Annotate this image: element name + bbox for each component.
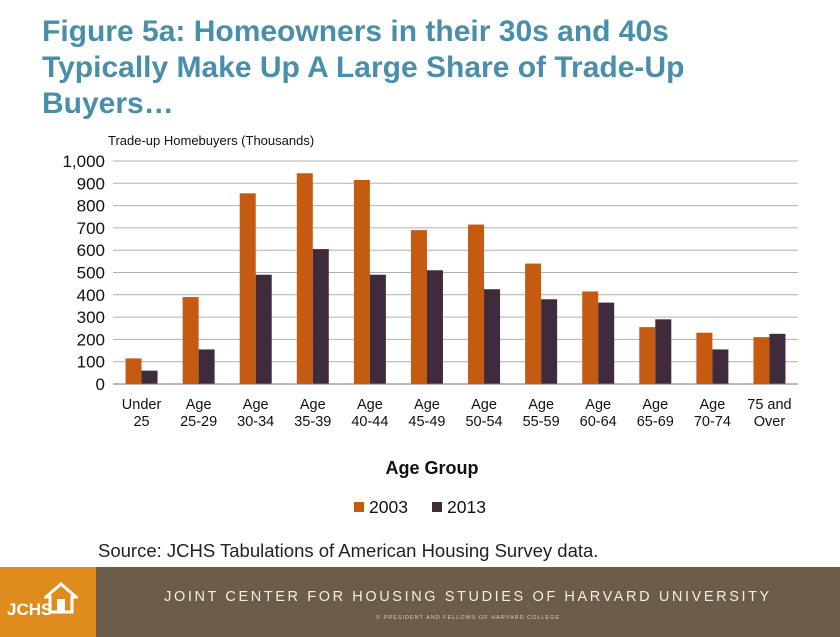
bar-2003-5 — [410, 230, 427, 384]
x-tick-label: 45-49 — [408, 414, 445, 430]
x-tick-label: 65-69 — [637, 414, 674, 430]
y-tick-label: 600 — [77, 241, 105, 260]
x-tick-label: 40-44 — [351, 414, 388, 430]
x-tick-label: Age — [528, 397, 554, 413]
bar-2013-11 — [769, 333, 786, 384]
bar-2003-2 — [239, 193, 256, 384]
x-tick-label: Age — [585, 397, 611, 413]
jchs-logo: JCHS — [0, 567, 96, 637]
bar-2013-10 — [712, 349, 729, 384]
y-tick-label: 500 — [77, 264, 105, 283]
y-tick-label: 700 — [77, 219, 105, 238]
x-tick-label: Age — [243, 397, 269, 413]
organization-name: JOINT CENTER FOR HOUSING STUDIES OF HARV… — [164, 589, 772, 605]
bar-2013-1 — [198, 349, 215, 384]
y-tick-label: 200 — [77, 330, 105, 349]
y-tick-label: 100 — [77, 353, 105, 372]
bar-2003-1 — [182, 297, 199, 384]
bar-2003-11 — [753, 337, 770, 384]
x-tick-labels: Under25Age25-29Age30-34Age35-39Age40-44A… — [122, 397, 792, 430]
y-tick-label: 400 — [77, 286, 105, 305]
x-tick-label: 75 and — [747, 397, 791, 413]
y-tick-label: 0 — [96, 375, 105, 394]
footer-band: JOINT CENTER FOR HOUSING STUDIES OF HARV… — [96, 567, 840, 637]
legend-swatch-2003 — [354, 502, 364, 512]
bar-2013-9 — [655, 319, 672, 384]
x-tick-label: Age — [186, 397, 212, 413]
x-tick-label: Age — [471, 397, 497, 413]
bar-2013-3 — [312, 249, 329, 384]
bar-2013-7 — [541, 299, 558, 384]
bar-2013-6 — [484, 289, 501, 384]
x-tick-label: 25-29 — [180, 414, 217, 430]
legend-swatch-2013 — [432, 502, 442, 512]
bar-2003-0 — [125, 358, 142, 384]
logo-text: JCHS — [7, 600, 53, 619]
bar-2003-6 — [468, 224, 485, 384]
x-tick-label: 55-59 — [523, 414, 560, 430]
y-tick-label: 800 — [77, 197, 105, 216]
bar-chart: Trade-up Homebuyers (Thousands) 01002003… — [62, 133, 798, 517]
x-tick-label: Age — [357, 397, 383, 413]
chart-title: Figure 5a: Homeowners in their 30s and 4… — [42, 15, 685, 120]
y-tick-label: 1,000 — [62, 152, 105, 171]
bar-2013-2 — [255, 274, 272, 384]
x-tick-label: Age — [414, 397, 440, 413]
x-tick-label: Over — [754, 414, 786, 430]
bar-2013-5 — [426, 270, 443, 384]
x-tick-label: 25 — [133, 414, 149, 430]
house-icon — [44, 582, 78, 614]
x-tick-label: 50-54 — [465, 414, 502, 430]
x-tick-label: 30-34 — [237, 414, 274, 430]
legend-label-2013: 2013 — [447, 497, 486, 517]
legend: 2003 2013 — [354, 497, 486, 517]
bar-2003-8 — [582, 291, 599, 384]
x-tick-label: 35-39 — [294, 414, 331, 430]
y-axis-label: Trade-up Homebuyers (Thousands) — [108, 133, 314, 148]
bar-2003-3 — [296, 173, 313, 384]
bar-2013-0 — [141, 370, 158, 384]
x-tick-label: Age — [300, 397, 326, 413]
x-tick-label: Age — [642, 397, 668, 413]
x-tick-label: Age — [699, 397, 725, 413]
copyright-note: © PRESIDENT AND FELLOWS OF HARVARD COLLE… — [375, 615, 561, 621]
source-note: Source: JCHS Tabulations of American Hou… — [98, 540, 599, 561]
x-tick-label: 70-74 — [694, 414, 731, 430]
bars — [125, 173, 786, 384]
bar-2003-10 — [696, 332, 713, 384]
bar-2003-9 — [639, 327, 656, 384]
y-tick-labels: 0 100 200 300 400 500 600 700 800 900 1,000 — [62, 152, 105, 394]
y-tick-label: 900 — [77, 174, 105, 193]
x-tick-label: 60-64 — [580, 414, 617, 430]
x-tick-label: Under — [122, 397, 162, 413]
x-axis-label: Age Group — [386, 458, 479, 478]
legend-label-2003: 2003 — [369, 497, 408, 517]
bar-2003-7 — [525, 263, 542, 384]
gridlines — [113, 160, 798, 363]
bar-2003-4 — [353, 179, 370, 384]
y-tick-label: 300 — [77, 308, 105, 327]
bar-2013-4 — [369, 274, 386, 384]
bar-2013-8 — [598, 302, 615, 384]
footer: JCHS JOINT CENTER FOR HOUSING STUDIES OF… — [0, 567, 840, 637]
